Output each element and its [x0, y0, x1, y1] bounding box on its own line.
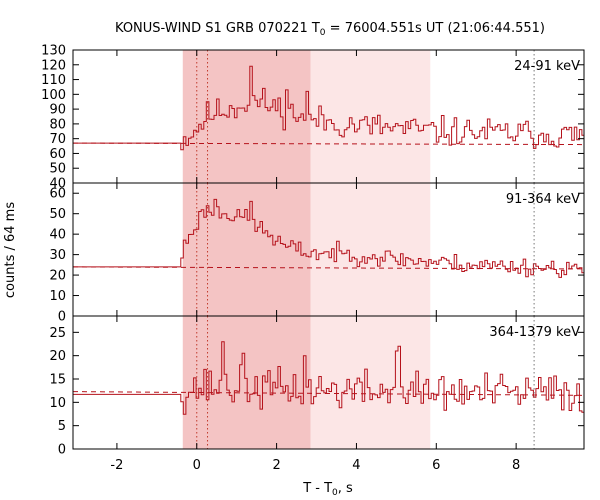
y-tick-label: 60 — [49, 187, 66, 202]
shaded-interval-2 — [310, 183, 431, 316]
y-tick-label: 5 — [58, 419, 66, 434]
chart-title-subscript: 0 — [320, 28, 326, 38]
panel-3: 0 5 10 15 20 25 364-1379 keV — [49, 315, 585, 458]
y-tick-label: 70 — [49, 132, 66, 147]
y-tick-label: 110 — [41, 73, 66, 88]
y-tick-label: 80 — [49, 117, 66, 132]
y-tick-label: 10 — [49, 396, 66, 411]
x-tick-label: 6 — [432, 458, 440, 473]
background-level-line — [72, 142, 585, 146]
panel-2: 0 10 20 30 40 50 60 91-364 keV — [49, 182, 585, 325]
x-axis-label-main: T - T — [302, 481, 332, 496]
shaded-interval-1 — [182, 50, 311, 183]
y-tick-label: 50 — [49, 207, 66, 222]
chart-title-rest: = 76004.551s UT (21:06:44.551) — [326, 21, 545, 36]
y-tick-label: 100 — [41, 88, 66, 103]
y-tick-label: 30 — [49, 248, 66, 263]
lightcurve-line — [73, 341, 584, 415]
x-tick-label: 8 — [512, 458, 520, 473]
y-tick-label: 120 — [41, 58, 66, 73]
chart-title-main: KONUS-WIND S1 GRB 070221 T — [115, 21, 320, 36]
y-axis-label: counts / 64 ms — [3, 202, 18, 298]
x-axis-label: T - T0, s — [302, 481, 353, 498]
x-axis-label-rest: , s — [338, 481, 353, 496]
panel-energy-label: 91-364 keV — [506, 192, 580, 207]
y-tick-label: 20 — [49, 349, 66, 364]
y-tick-label: 40 — [49, 228, 66, 243]
x-tick-label: 4 — [352, 458, 360, 473]
y-tick-label: 50 — [49, 162, 66, 177]
background-level-line — [72, 266, 585, 270]
y-tick-label: 60 — [49, 147, 66, 162]
y-tick-label: 40 — [49, 177, 66, 192]
y-tick-label: 0 — [58, 443, 66, 458]
panel-energy-label: 364-1379 keV — [489, 325, 580, 340]
chart-title: KONUS-WIND S1 GRB 070221 T0 = 76004.551s… — [115, 21, 545, 38]
y-tick-label: 130 — [41, 44, 66, 59]
x-tick-label: -2 — [110, 458, 123, 473]
x-tick-label: 2 — [272, 458, 280, 473]
background-level-line — [72, 391, 585, 396]
y-tick-label: 90 — [49, 103, 66, 118]
lightcurve-line — [73, 198, 584, 278]
y-tick-label: 0 — [58, 310, 66, 325]
panel-energy-label: 24-91 keV — [514, 59, 580, 74]
shaded-interval-2 — [310, 50, 431, 183]
x-axis-label-subscript: 0 — [332, 488, 338, 498]
y-tick-label: 15 — [49, 373, 66, 388]
x-tick-label: 0 — [193, 458, 201, 473]
y-tick-label: 25 — [49, 326, 66, 341]
shaded-interval-1 — [182, 183, 311, 316]
lightcurve-line — [73, 65, 584, 151]
shaded-interval-1 — [182, 316, 311, 449]
panel-frame — [72, 315, 585, 450]
y-tick-label: 10 — [49, 289, 66, 304]
y-tick-label: 20 — [49, 269, 66, 284]
